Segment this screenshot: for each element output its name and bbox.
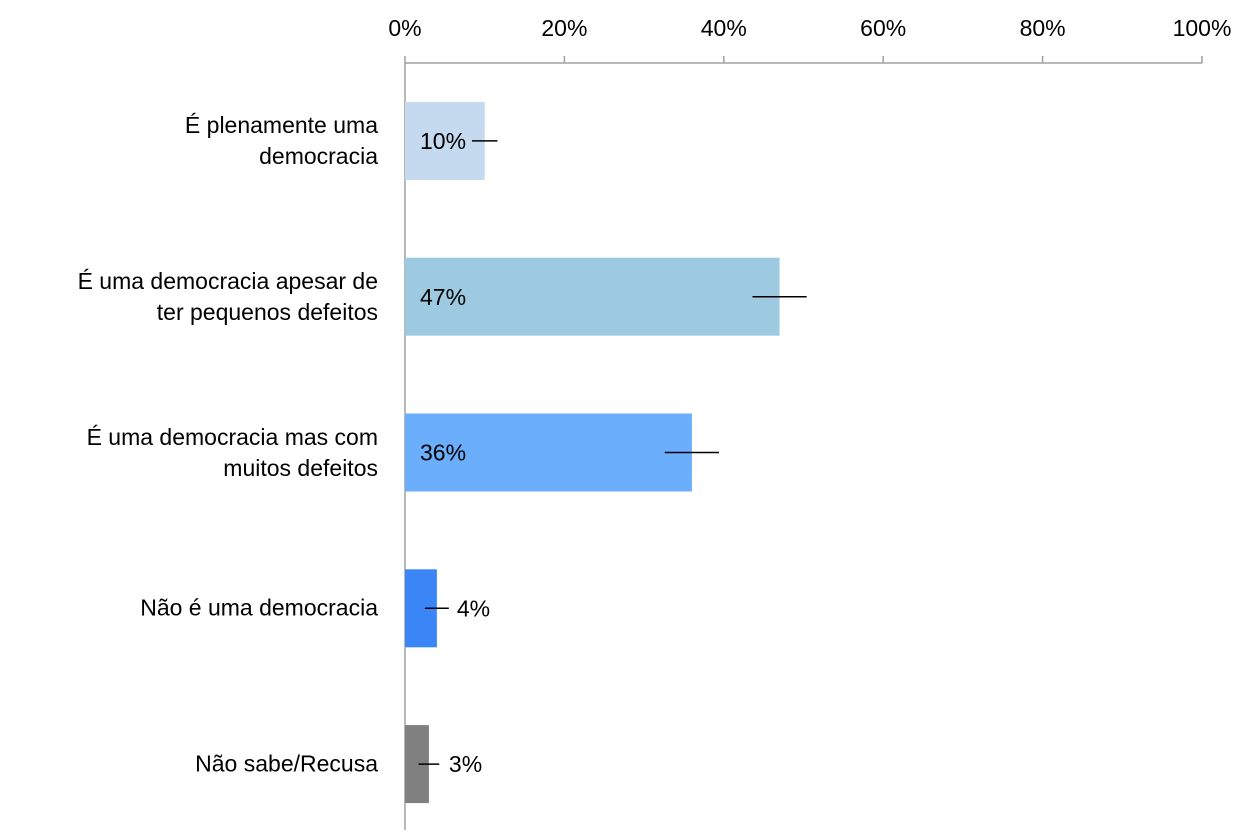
value-label: 3% bbox=[449, 751, 482, 777]
x-tick-label: 100% bbox=[1173, 15, 1232, 41]
category-label: Não sabe/Recusa bbox=[195, 750, 378, 777]
bar bbox=[405, 257, 780, 336]
bar bbox=[405, 725, 429, 804]
x-tick-label: 20% bbox=[541, 15, 587, 41]
x-tick-label: 80% bbox=[1020, 15, 1066, 41]
bar bbox=[405, 413, 692, 492]
value-label: 47% bbox=[420, 284, 466, 310]
value-label: 10% bbox=[420, 128, 466, 154]
x-tick-label: 0% bbox=[388, 15, 421, 41]
category-label: É plenamente uma democracia bbox=[184, 111, 378, 169]
category-label: É uma democracia mas com muitos defeitos bbox=[86, 423, 378, 481]
category-label: É uma democracia apesar de ter pequenos … bbox=[77, 267, 378, 325]
x-tick-label: 40% bbox=[701, 15, 747, 41]
bar bbox=[405, 101, 485, 180]
value-label: 4% bbox=[457, 595, 490, 621]
value-label: 36% bbox=[420, 440, 466, 466]
x-tick-label: 60% bbox=[860, 15, 906, 41]
category-label: Não é uma democracia bbox=[140, 594, 378, 621]
